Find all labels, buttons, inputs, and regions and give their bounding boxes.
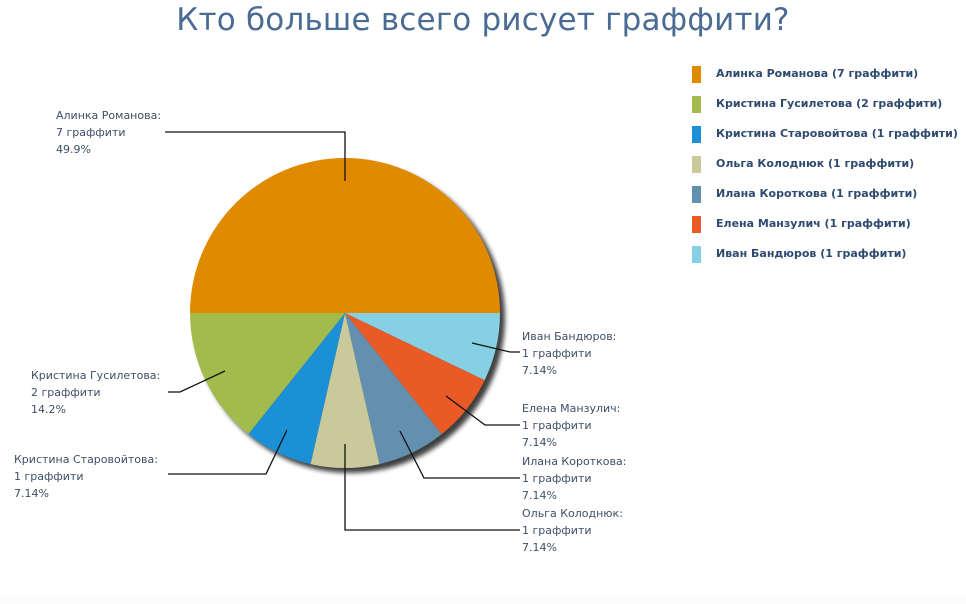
legend-swatch <box>692 216 701 233</box>
pie-slice[interactable] <box>345 313 485 435</box>
leader-line-kolodnyuk <box>344 444 520 531</box>
legend-label: Кристина Старовойтова (1 граффити) <box>716 127 958 140</box>
label-name: Илана Короткова: <box>522 455 627 468</box>
data-label-bandyurov: Иван Бандюров: 1 граффити 7.14% <box>522 328 616 379</box>
label-name: Ольга Колоднюк: <box>522 507 623 520</box>
leader-lines <box>165 131 520 531</box>
legend-swatch <box>692 186 701 203</box>
label-name: Алинка Романова: <box>56 109 162 122</box>
legend-label: Илана Короткова (1 граффити) <box>716 187 918 200</box>
label-percent: 14.2% <box>31 403 66 416</box>
data-label-manzulich: Елена Манзулич: 1 граффити 7.14% <box>522 400 620 451</box>
label-percent: 7.14% <box>522 364 557 377</box>
leader-line-gusiletova <box>168 370 226 393</box>
pie-slice[interactable] <box>190 158 500 313</box>
label-count: 1 граффити <box>522 347 592 360</box>
leader-line-starovoitova <box>168 429 288 475</box>
label-name: Кристина Старовойтова: <box>14 453 158 466</box>
leader-line-alinka <box>165 131 346 181</box>
legend-swatch <box>692 66 701 83</box>
label-count: 2 граффити <box>31 386 101 399</box>
legend-label: Алинка Романова (7 граффити) <box>716 67 919 80</box>
pie-slice[interactable] <box>310 313 380 468</box>
leader-line-bandyurov <box>471 342 520 353</box>
legend-label: Кристина Гусилетова (2 граффити) <box>716 97 943 110</box>
legend-label: Иван Бандюров (1 граффити) <box>716 247 907 260</box>
pie-slices <box>190 158 500 468</box>
pie-slice[interactable] <box>248 313 345 465</box>
label-count: 1 граффити <box>14 470 84 483</box>
leader-line-korotkova <box>399 430 520 479</box>
data-label-korotkova: Илана Короткова: 1 граффити 7.14% <box>522 453 626 504</box>
pie-slice[interactable] <box>345 313 500 381</box>
label-percent: 49.9% <box>56 143 91 156</box>
legend-label: Ольга Колоднюк (1 граффити) <box>716 157 915 170</box>
legend-label: Елена Манзулич (1 граффити) <box>716 217 911 230</box>
label-percent: 7.14% <box>14 487 49 500</box>
legend-swatch <box>692 126 701 143</box>
bottom-fade <box>0 590 966 604</box>
legend-swatch <box>692 96 701 113</box>
label-name: Елена Манзулич: <box>522 402 621 415</box>
data-label-starovoitova: Кристина Старовойтова: 1 граффити 7.14% <box>14 451 158 502</box>
pie-slice[interactable] <box>345 313 442 465</box>
label-percent: 7.14% <box>522 541 557 554</box>
label-count: 1 граффити <box>522 472 592 485</box>
label-name: Кристина Гусилетова: <box>31 369 161 382</box>
label-count: 1 граффити <box>522 524 592 537</box>
legend-swatch <box>692 156 701 173</box>
label-percent: 7.14% <box>522 489 557 502</box>
label-count: 1 граффити <box>522 419 592 432</box>
data-label-kolodnyuk: Ольга Колоднюк: 1 граффити 7.14% <box>522 505 623 556</box>
chart-title: Кто больше всего рисует граффити? <box>176 2 790 38</box>
legend-swatch <box>692 246 701 263</box>
label-count: 7 граффити <box>56 126 126 139</box>
pie-slice[interactable] <box>190 313 345 435</box>
data-label-alinka: Алинка Романова: 7 граффити 49.9% <box>56 107 161 158</box>
data-label-gusiletova: Кристина Гусилетова: 2 граффити 14.2% <box>31 367 160 418</box>
leader-line-manzulich <box>445 395 520 426</box>
label-percent: 7.14% <box>522 436 557 449</box>
label-name: Иван Бандюров: <box>522 330 617 343</box>
